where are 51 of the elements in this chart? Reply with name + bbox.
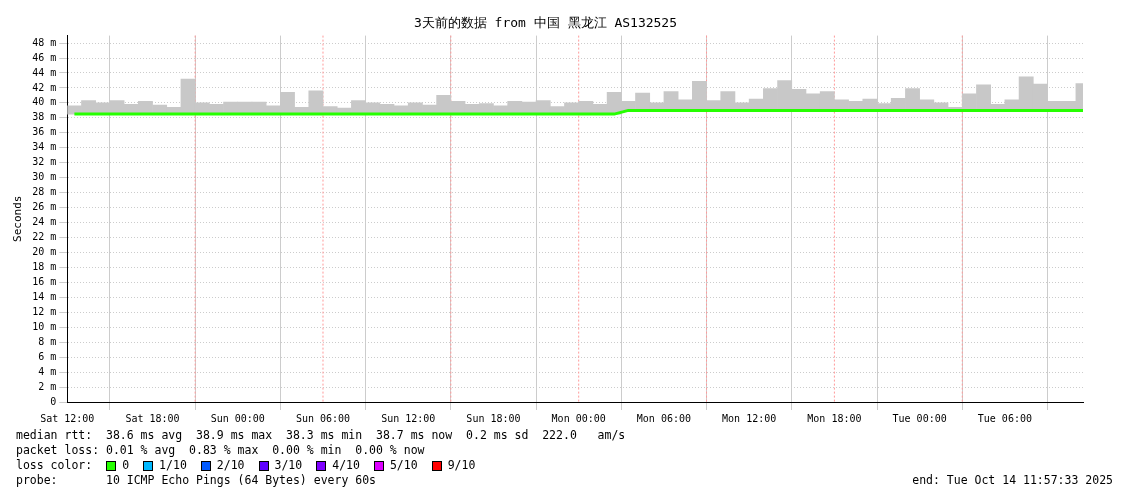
- y-tick-label: 40 m: [32, 96, 57, 108]
- y-tick-label: 28 m: [32, 186, 57, 198]
- y-tick-label: 46 m: [32, 51, 57, 63]
- x-tick-label: Mon 06:00: [636, 412, 692, 424]
- y-tick-label: 22 m: [32, 231, 57, 243]
- y-tick-label: 30 m: [32, 171, 57, 183]
- legend-label: 4/10: [332, 458, 360, 473]
- y-tick-label: 8 m: [38, 335, 57, 347]
- y-tick-label: 36 m: [32, 126, 57, 138]
- text: probe: 10 ICMP Echo Pings (64 Bytes) every 60s: [16, 473, 377, 488]
- x-tick-label: Mon 12:00: [722, 412, 777, 424]
- x-tick-label: Sun 00:00: [210, 412, 265, 424]
- x-tick-label: Sat 18:00: [125, 412, 180, 424]
- legend-title: loss color:: [16, 458, 93, 473]
- y-tick-label: 32 m: [32, 156, 57, 168]
- y-tick-label: 24 m: [32, 216, 57, 228]
- x-tick-label: Tue 06:00: [977, 412, 1032, 424]
- y-tick-label: 34 m: [32, 141, 57, 153]
- text: packet loss: 0.01 % avg 0.83 % max 0.00 % min 0.00 % now: [16, 443, 426, 458]
- y-tick-label: 44 m: [32, 66, 57, 78]
- legend-label: 5/10: [389, 458, 418, 473]
- chart-title: 3天前的数据 from 中国 黑龙江 AS132525: [413, 15, 678, 31]
- legend-label: 1/10: [159, 458, 187, 473]
- y-tick-label: 20 m: [32, 246, 57, 258]
- legend-label: 2/10: [216, 458, 245, 473]
- x-tick-label: Tue 00:00: [892, 412, 947, 424]
- x-tick-label: Sat 12:00: [40, 412, 95, 424]
- legend-label: 9/10: [447, 458, 476, 473]
- y-tick-label: 12 m: [32, 305, 57, 317]
- y-tick-label: 4 m: [38, 365, 57, 377]
- text: median rtt: 38.6 ms avg 38.9 ms max 38.3 ms min 38.7 ms now 0.2 ms sd 222.0 am/s: [16, 428, 627, 443]
- x-tick-label: Sun 18:00: [466, 412, 521, 424]
- text: end: Tue Oct 14 11:57:33 2025: [912, 473, 1113, 488]
- y-tick-label: 18 m: [32, 261, 57, 272]
- y-tick-label: 0: [50, 395, 57, 407]
- y-tick-label: 2 m: [38, 380, 57, 392]
- y-tick-label: 42 m: [32, 81, 57, 93]
- y-tick-label: 10 m: [32, 320, 57, 332]
- x-tick-label: Sun 06:00: [295, 412, 351, 424]
- y-tick-label: 38 m: [32, 111, 57, 123]
- y-tick-label: 48 m: [32, 36, 57, 48]
- x-tick-label: Mon 00:00: [551, 412, 606, 424]
- y-axis-title: Seconds: [11, 195, 25, 242]
- y-tick-label: 14 m: [32, 290, 57, 302]
- x-tick-label: Sun 12:00: [381, 412, 436, 424]
- legend-label: 0: [122, 458, 130, 473]
- y-tick-label: 16 m: [32, 275, 57, 287]
- x-tick-label: Mon 18:00: [807, 412, 862, 424]
- y-tick-label: 6 m: [38, 350, 57, 362]
- legend-label: 3/10: [274, 458, 303, 473]
- y-tick-label: 26 m: [32, 201, 57, 213]
